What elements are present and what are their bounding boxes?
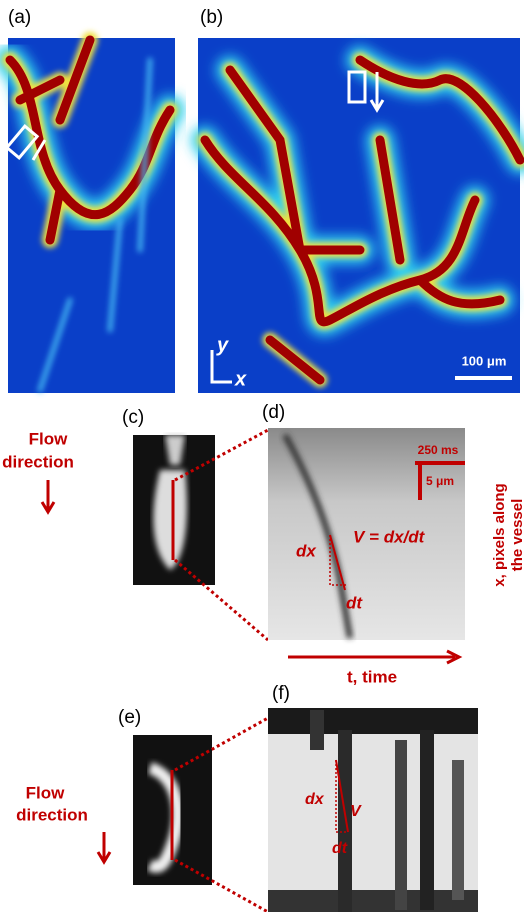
flow-arrow [40,480,56,515]
image-f [268,708,478,912]
flow-label: Flow [26,783,65,802]
axis-label: x [234,368,247,390]
flow-arrow [96,832,112,865]
scale-bar-label: 100 μm [462,353,507,368]
panel-label: (c) [122,407,144,428]
v-label: V [350,803,362,820]
image-c [133,428,269,642]
flow-label: Flow [29,429,68,448]
panel-label: (a) [8,7,31,28]
dt-label: dt [332,840,348,857]
panel-label: (d) [262,402,285,423]
formula: V = dx/dt [353,527,426,546]
flow-label: direction [2,452,74,471]
dx-label: dx [305,791,325,808]
panel-label: (b) [200,7,223,28]
dt-label: dt [346,593,363,612]
image-b [191,38,524,393]
time-arrow [288,649,463,665]
image-a [0,32,185,393]
flow-label: direction [16,805,88,824]
space-bar-label: 5 μm [426,474,454,488]
image-e [133,716,269,912]
image-d [268,428,465,640]
panel-label: (f) [272,683,290,704]
x-axis-label: t, time [347,667,397,686]
panel-label: (e) [118,707,141,728]
axis-label: y [216,334,229,356]
time-bar-label: 250 ms [418,443,459,457]
y-axis-label: the vessel [509,499,524,572]
dx-label: dx [296,541,317,560]
y-axis-label: x, pixels along [491,483,508,586]
